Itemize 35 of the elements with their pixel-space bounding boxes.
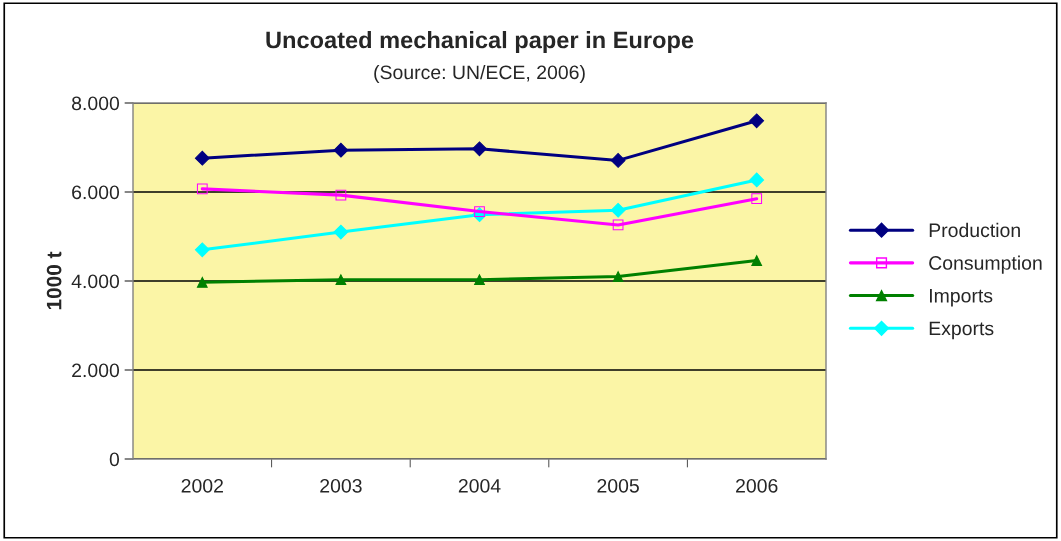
point (751, 193, 763, 205)
point (612, 219, 624, 231)
point (333, 142, 349, 158)
point (333, 224, 349, 240)
point (196, 276, 208, 288)
point (335, 189, 347, 201)
x-tick-label: 2003 (320, 478, 362, 493)
x-tick-label: 2004 (458, 478, 501, 493)
legend-label: Consumption (929, 255, 1042, 274)
legend-label: Exports (929, 321, 994, 340)
x-tick-label: 2002 (181, 478, 223, 493)
y-tick-label: 6.000 (72, 185, 120, 200)
point (194, 242, 210, 258)
x-tick-label: 2006 (736, 478, 778, 493)
point (472, 141, 487, 157)
chart-subtitle: (Source: UN/ECE, 2006) (374, 64, 585, 84)
point (474, 274, 485, 286)
point (749, 113, 765, 129)
point (749, 172, 765, 188)
legend-label: Imports (930, 289, 993, 307)
point (610, 202, 626, 218)
x-tick-label: 2005 (597, 478, 639, 493)
y-tick-label: 4.000 (71, 274, 120, 289)
y-tick-label: 8.000 (72, 96, 120, 111)
y-axis-title: 1000 t (46, 251, 62, 310)
point (194, 150, 210, 166)
point (335, 274, 347, 286)
point (612, 271, 624, 282)
point (751, 255, 763, 266)
point (610, 153, 626, 168)
y-tick-label: 2.000 (72, 363, 120, 378)
chart-title: Uncoated mechanical paper in Europe (266, 31, 694, 53)
legend-label: Production (929, 222, 1020, 238)
y-tick-label: 0 (109, 452, 120, 467)
point (196, 183, 208, 195)
